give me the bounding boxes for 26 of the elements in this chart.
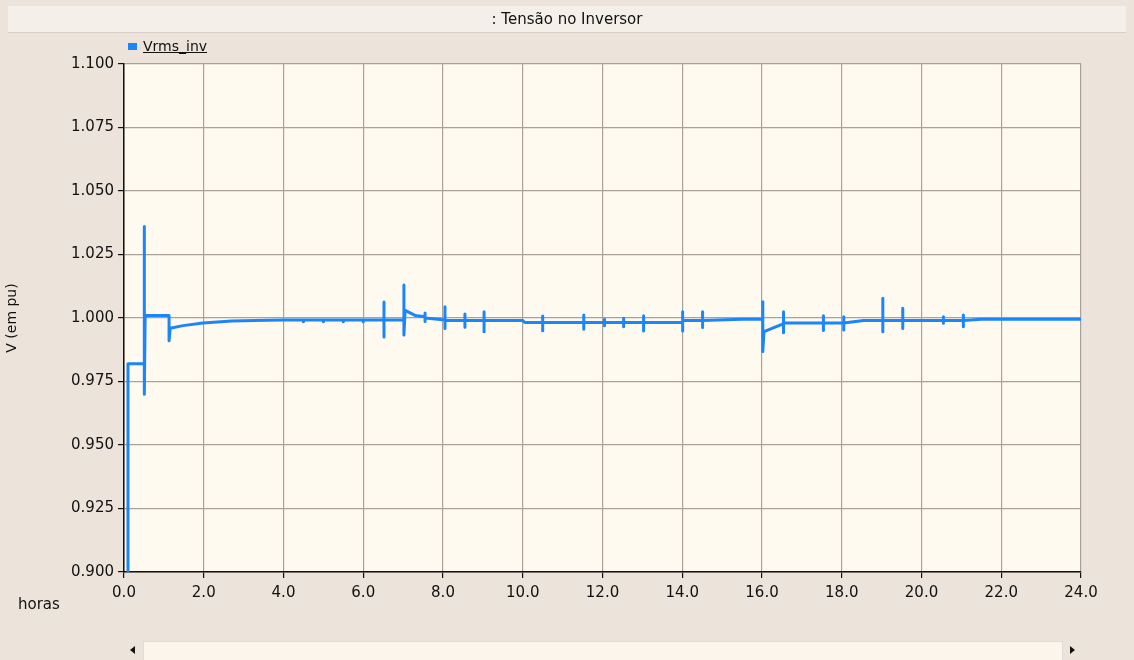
x-tick-label: 8.0 (431, 582, 455, 601)
y-tick-label: 1.025 (71, 244, 114, 263)
x-tick-label: 18.0 (825, 582, 859, 601)
x-tick-label: 0.0 (112, 582, 136, 601)
y-axis-title: V (em pu) (3, 283, 20, 353)
x-tick-label: 12.0 (585, 582, 620, 601)
x-tick-label: 10.0 (506, 582, 540, 601)
x-tick-label: 22.0 (984, 582, 1018, 601)
y-tick-label: 0.925 (71, 498, 114, 517)
y-tick-label: 1.075 (71, 117, 114, 136)
x-tick-label: 2.0 (191, 582, 216, 601)
x-tick-label: 16.0 (745, 582, 779, 601)
y-tick-label: 0.900 (71, 561, 114, 580)
y-tick-label: 1.100 (71, 53, 114, 72)
legend-label: Vrms_inv (143, 38, 208, 54)
x-tick-label: 20.0 (904, 582, 939, 601)
y-tick-label: 0.975 (71, 371, 114, 390)
x-tick-label: 6.0 (351, 582, 376, 601)
y-tick-label: 0.950 (71, 434, 114, 453)
y-tick-label: 1.000 (71, 307, 114, 326)
x-tick-label: 4.0 (271, 582, 296, 601)
y-tick-label: 1.050 (71, 180, 114, 199)
x-tick-label: 24.0 (1064, 582, 1098, 601)
chart-title: : Tensão no Inversor (8, 6, 1126, 33)
x-tick-label: 14.0 (665, 582, 699, 601)
x-axis-title: horas (18, 595, 60, 613)
